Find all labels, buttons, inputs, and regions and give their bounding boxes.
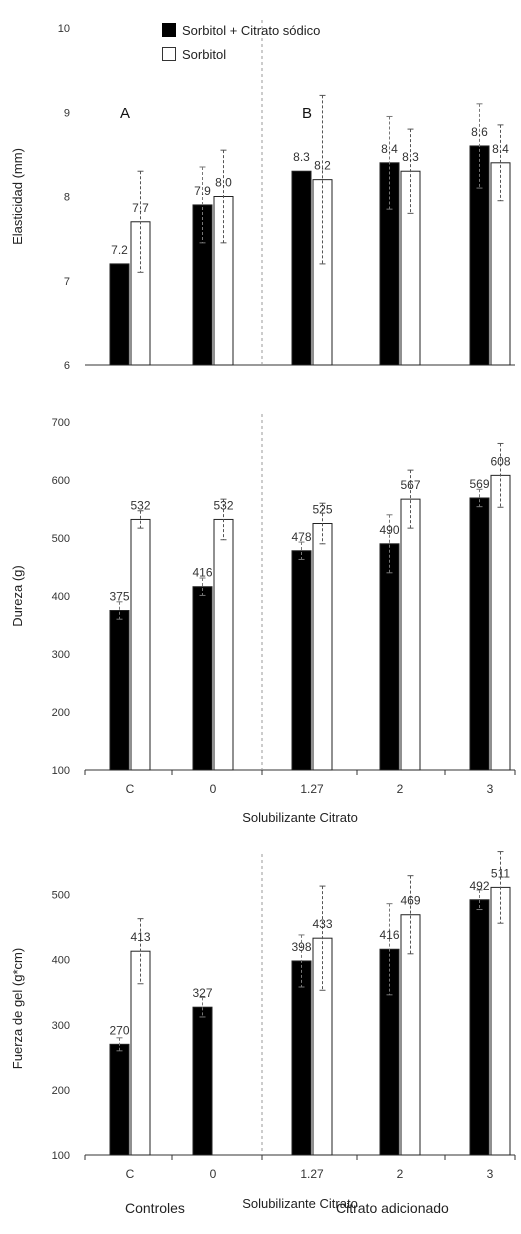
bar-sorbitol-citrato <box>192 1006 213 1156</box>
data-label: 569 <box>469 477 489 491</box>
bar-sorbitol-citrato <box>192 586 213 771</box>
bar-sorbitol <box>400 498 421 771</box>
y-tick-label: 400 <box>52 955 70 967</box>
bar-sorbitol <box>400 914 421 1156</box>
footer-controles-label: Controles <box>125 1200 185 1216</box>
data-label: 532 <box>130 498 150 512</box>
legend-swatch-hollow <box>162 47 176 61</box>
group-letter-label: B <box>302 105 312 122</box>
data-label: 416 <box>379 928 399 942</box>
x-tick-label: 1.27 <box>300 782 324 796</box>
y-tick-label: 100 <box>52 765 70 777</box>
bar-sorbitol <box>312 523 333 771</box>
data-label: 608 <box>490 454 510 468</box>
data-label: 492 <box>469 879 489 893</box>
data-label: 8.6 <box>471 125 488 139</box>
legend-item-filled: Sorbitol + Citrato sódico <box>162 20 320 40</box>
data-label: 490 <box>379 523 399 537</box>
y-axis-label: Dureza (g) <box>10 565 25 626</box>
x-tick-label: 1.27 <box>300 1167 324 1181</box>
data-label: 8.4 <box>492 142 509 156</box>
data-label: 8.2 <box>314 159 331 173</box>
data-label: 375 <box>109 590 129 604</box>
legend: Sorbitol + Citrato sódico Sorbitol <box>162 20 320 68</box>
bar-sorbitol-citrato <box>291 170 312 366</box>
y-tick-label: 200 <box>52 1085 70 1097</box>
y-axis-label: Elasticidad (mm) <box>10 148 25 245</box>
bar-sorbitol-citrato <box>291 960 312 1156</box>
y-tick-label: 10 <box>58 23 70 35</box>
bar-sorbitol <box>130 518 151 771</box>
y-tick-label: 700 <box>52 417 70 429</box>
bar-sorbitol-citrato <box>109 263 130 366</box>
x-tick-label: 2 <box>397 1167 404 1181</box>
y-tick-label: 500 <box>52 890 70 902</box>
bar-sorbitol <box>312 937 333 1156</box>
bar-sorbitol-citrato <box>469 145 490 366</box>
data-label: 525 <box>312 503 332 517</box>
group-letter-label: A <box>120 105 130 122</box>
bar-sorbitol <box>130 950 151 1156</box>
x-tick-label: 3 <box>487 782 494 796</box>
data-label: 398 <box>291 940 311 954</box>
bar-sorbitol-citrato <box>379 543 400 771</box>
data-label: 532 <box>213 498 233 512</box>
legend-swatch-filled <box>162 23 176 37</box>
bar-sorbitol <box>312 179 333 366</box>
data-label: 7.9 <box>194 184 211 198</box>
y-tick-label: 9 <box>64 107 70 119</box>
y-tick-label: 200 <box>52 707 70 719</box>
y-tick-label: 8 <box>64 192 70 204</box>
x-tick-label: 3 <box>487 1167 494 1181</box>
data-label: 433 <box>312 917 332 931</box>
bar-sorbitol-citrato <box>469 497 490 771</box>
data-label: 478 <box>291 530 311 544</box>
data-label: 8.4 <box>381 142 398 156</box>
bar-sorbitol-citrato <box>109 1043 130 1156</box>
x-tick-label: 2 <box>397 782 404 796</box>
bar-sorbitol <box>213 518 234 771</box>
data-label: 8.0 <box>215 176 232 190</box>
y-tick-label: 400 <box>52 591 70 603</box>
legend-label-hollow: Sorbitol <box>182 46 227 62</box>
y-tick-label: 300 <box>52 649 70 661</box>
y-axis-label: Fuerza de gel (g*cm) <box>10 948 25 1069</box>
x-tick-label: C <box>126 782 135 796</box>
data-label: 416 <box>192 566 212 580</box>
data-label: 7.2 <box>111 243 128 257</box>
bar-sorbitol-citrato <box>469 899 490 1156</box>
bar-sorbitol-citrato <box>109 610 130 771</box>
y-tick-label: 100 <box>52 1150 70 1162</box>
y-tick-label: 6 <box>64 360 70 372</box>
x-tick-label: 0 <box>210 782 217 796</box>
data-label: 327 <box>192 986 212 1000</box>
data-label: 567 <box>400 478 420 492</box>
y-tick-label: 300 <box>52 1020 70 1032</box>
x-axis-label: Solubilizante Citrato <box>242 810 358 825</box>
bar-sorbitol <box>490 162 511 366</box>
y-tick-label: 7 <box>64 276 70 288</box>
legend-label-filled: Sorbitol + Citrato sódico <box>182 22 321 38</box>
y-tick-label: 600 <box>52 475 70 487</box>
x-tick-label: 0 <box>210 1167 217 1181</box>
data-label: 8.3 <box>293 150 310 164</box>
legend-item-hollow: Sorbitol <box>162 44 320 64</box>
data-label: 413 <box>130 930 150 944</box>
bar-sorbitol <box>490 474 511 771</box>
data-label: 270 <box>109 1023 129 1037</box>
x-tick-label: C <box>126 1167 135 1181</box>
footer-citrato-label: Citrato adicionado <box>336 1200 449 1216</box>
data-label: 7.7 <box>132 201 149 215</box>
data-label: 511 <box>491 866 510 880</box>
bar-sorbitol <box>490 886 511 1156</box>
bar-sorbitol-citrato <box>291 550 312 771</box>
x-axis-label: Solubilizante Citrato <box>242 1196 358 1211</box>
data-label: 469 <box>400 894 420 908</box>
y-tick-label: 500 <box>52 533 70 545</box>
data-label: 8.3 <box>402 150 419 164</box>
